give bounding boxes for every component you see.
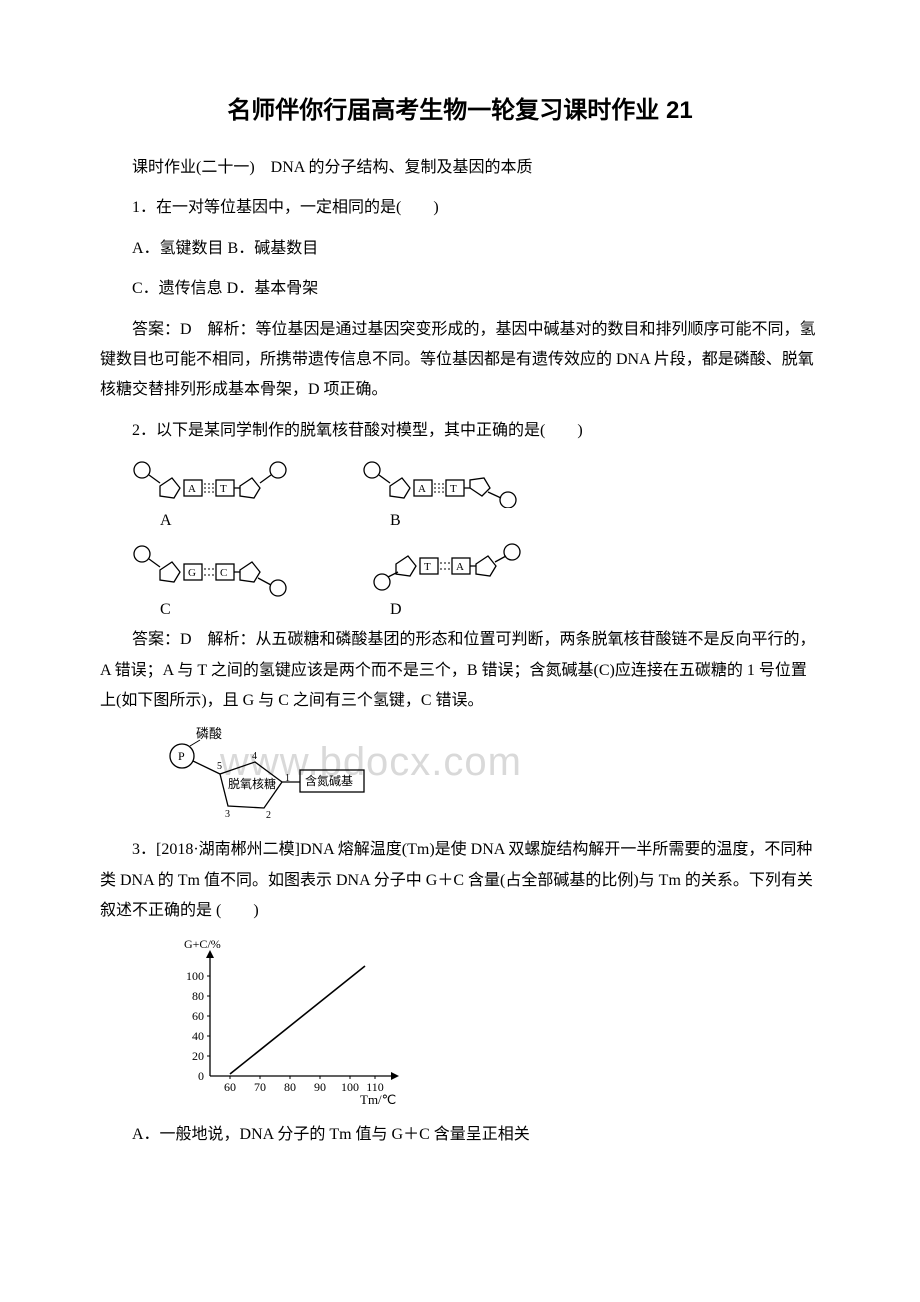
q2-diagram-a: A T — [130, 458, 330, 508]
sugar-label: 脱氧核糖 — [228, 776, 276, 791]
svg-text:90: 90 — [314, 1080, 326, 1094]
svg-text:60: 60 — [224, 1080, 236, 1094]
svg-text:0: 0 — [198, 1069, 204, 1083]
p-label: P — [178, 749, 185, 763]
svg-text:100: 100 — [341, 1080, 359, 1094]
q2-diagram-b: A T — [360, 458, 560, 508]
phosphate-label: 磷酸 — [196, 726, 222, 741]
svg-text:A: A — [188, 483, 196, 495]
svg-text:20: 20 — [192, 1049, 204, 1063]
q1-options-cd: C．遗传信息 D．基本骨架 — [100, 274, 820, 304]
svg-text:2: 2 — [266, 810, 271, 821]
svg-text:C: C — [220, 567, 227, 579]
svg-text:80: 80 — [192, 989, 204, 1003]
q2-diagram-d: T A — [360, 542, 560, 597]
xlabel: Tm/℃ — [360, 1092, 396, 1106]
subtitle: 课时作业(二十一) DNA 的分子结构、复制及基因的本质 — [100, 153, 820, 183]
q2-label-a: A — [160, 512, 172, 530]
q2-stem: 2．以下是某同学制作的脱氧核苷酸对模型，其中正确的是( ) — [100, 416, 820, 446]
base-label: 含氮碱基 — [305, 773, 353, 788]
svg-text:T: T — [450, 483, 457, 495]
q1-answer: 答案：D 解析：等位基因是通过基因突变形成的，基因中碱基对的数目和排列顺序可能不… — [100, 315, 820, 406]
q2-label-b: B — [390, 512, 401, 530]
svg-text:3: 3 — [225, 809, 230, 820]
svg-text:70: 70 — [254, 1080, 266, 1094]
q2-label-d: D — [390, 601, 402, 619]
svg-text:80: 80 — [284, 1080, 296, 1094]
q2-diagram-c: G C — [130, 542, 330, 597]
ylabel: G+C/% — [184, 937, 221, 951]
q3-option-a: A．一般地说，DNA 分子的 Tm 值与 G＋C 含量呈正相关 — [100, 1120, 820, 1150]
page-title: 名师伴你行届高考生物一轮复习课时作业 21 — [100, 90, 820, 125]
svg-text:T: T — [424, 561, 431, 573]
svg-text:40: 40 — [192, 1029, 204, 1043]
svg-text:A: A — [418, 483, 426, 495]
svg-text:G: G — [188, 567, 196, 579]
svg-text:4: 4 — [252, 751, 257, 762]
q1-stem: 1．在一对等位基因中，一定相同的是( ) — [100, 193, 820, 223]
svg-text:5: 5 — [217, 761, 222, 772]
q3-stem: 3．[2018·湖南郴州二模]DNA 熔解温度(Tm)是使 DNA 双螺旋结构解… — [100, 835, 820, 926]
svg-text:100: 100 — [186, 969, 204, 983]
svg-text:A: A — [456, 561, 464, 573]
nucleotide-diagram: P 磷酸 脱氧核糖 5 4 1 2 3 含氮碱基 — [160, 726, 820, 821]
q3-chart: G+C/% 0 20 40 60 80 100 60 70 80 90 — [160, 936, 820, 1106]
svg-text:T: T — [220, 483, 227, 495]
q2-diagram-row-ab: A T A A T B — [130, 458, 820, 530]
q2-label-c: C — [160, 601, 171, 619]
q2-answer: 答案：D 解析：从五碳糖和磷酸基团的形态和位置可判断，两条脱氧核苷酸链不是反向平… — [100, 625, 820, 716]
svg-text:60: 60 — [192, 1009, 204, 1023]
q2-diagram-row-cd: G C C T A D — [130, 542, 820, 619]
q1-options-ab: A．氢键数目 B．碱基数目 — [100, 234, 820, 264]
